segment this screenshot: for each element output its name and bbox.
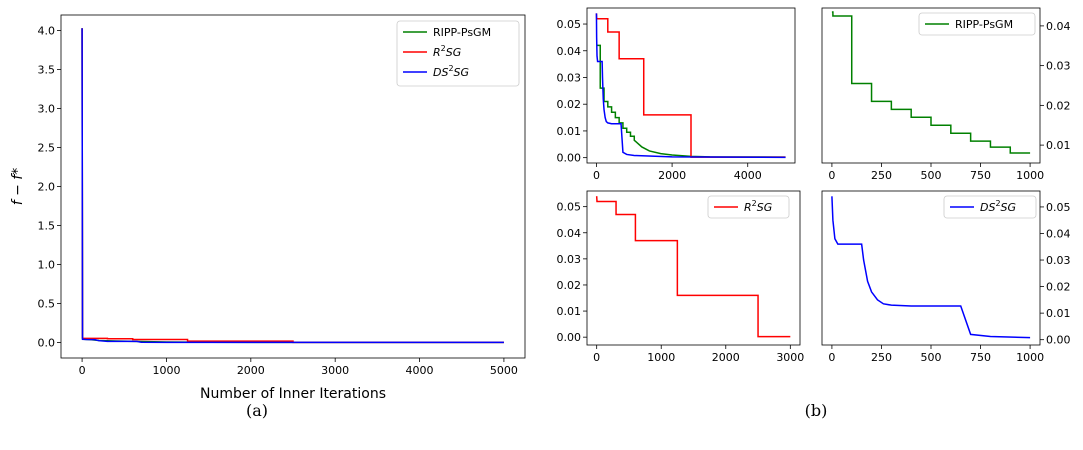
x-tick-label: 250 <box>871 169 892 182</box>
x-tick-label: 0 <box>79 364 86 377</box>
y-tick-label: 0.04 <box>1046 20 1071 33</box>
legend-label: DS2SG <box>980 199 1016 214</box>
x-tick-label: 0 <box>828 169 835 182</box>
y-tick-label: 0.03 <box>1046 60 1071 73</box>
x-tick-label: 1000 <box>1016 351 1044 364</box>
y-tick-label: 0.00 <box>1046 334 1071 347</box>
chart-b3: 0 1000 2000 3000 0.00 0.01 0.02 0.03 0.04 0.05 R2S… <box>557 190 804 364</box>
y-tick-label: 0.00 <box>557 152 582 165</box>
x-tick-label: 0 <box>593 351 600 364</box>
chart-a: 0 1000 2000 3000 4000 5000 0.0 0.5 1.0 1.5 2.0 2.5 3… <box>10 14 526 402</box>
legend: RIPP-PsGM R2SG DS2SG <box>396 20 520 87</box>
caption-b: (b) <box>805 401 828 420</box>
series-line <box>831 196 1031 339</box>
y-tick-label: 0.04 <box>557 227 582 240</box>
legend: R2SG <box>707 195 790 219</box>
x-tick-label: 5000 <box>490 364 518 377</box>
legend-box <box>396 20 520 87</box>
x-tick-label: 0 <box>593 169 600 182</box>
y-tick-label: 0.00 <box>557 331 582 344</box>
y-tick-label: 2.0 <box>38 181 56 194</box>
x-tick-label: 4000 <box>734 169 762 182</box>
axes-frame <box>586 190 801 346</box>
y-tick-label: 0.5 <box>38 297 56 310</box>
x-tick-label: 250 <box>871 351 892 364</box>
y-tick-label: 1.0 <box>38 258 56 271</box>
x-tick-label: 1000 <box>647 351 675 364</box>
series-line <box>595 13 786 159</box>
x-tick-label: 3000 <box>776 351 804 364</box>
y-tick-label: 0.03 <box>1046 254 1071 267</box>
y-tick-label: 2.5 <box>38 142 56 155</box>
series-line <box>81 28 504 344</box>
x-tick-label: 500 <box>921 169 942 182</box>
y-tick-label: 0.05 <box>557 18 582 31</box>
series-line <box>595 196 791 338</box>
legend-label: DS2SG <box>433 64 469 79</box>
legend: DS2SG <box>943 195 1037 219</box>
y-tick-label: 4.0 <box>38 25 56 38</box>
legend-label: R2SG <box>744 199 772 214</box>
y-tick-label: 0.03 <box>557 253 582 266</box>
y-tick-label: 0.01 <box>557 305 582 318</box>
y-tick-label: 0.02 <box>557 98 582 111</box>
legend-label: RIPP-PsGM <box>955 18 1013 31</box>
x-axis-label: Number of Inner Iterations <box>200 386 386 402</box>
legend-box <box>943 195 1037 219</box>
y-tick-label: 0.05 <box>1046 201 1071 214</box>
x-tick-label: 750 <box>970 351 991 364</box>
x-tick-label: 2000 <box>712 351 740 364</box>
x-tick-label: 750 <box>970 169 991 182</box>
y-tick-label: 0.02 <box>1046 99 1071 112</box>
x-tick-label: 2000 <box>658 169 686 182</box>
x-tick-label: 2000 <box>237 364 265 377</box>
y-tick-label: 0.02 <box>1046 281 1071 294</box>
series-line <box>831 11 1031 154</box>
y-tick-label: 0.04 <box>1046 227 1071 240</box>
series-line <box>595 13 786 158</box>
caption-a: (a) <box>246 401 268 420</box>
y-tick-label: 3.5 <box>38 64 56 77</box>
legend-label: RIPP-PsGM <box>433 26 491 39</box>
x-tick-label: 1000 <box>1016 169 1044 182</box>
series-line <box>596 44 786 158</box>
y-tick-label: 0.01 <box>1046 307 1071 320</box>
y-tick-label: 0.05 <box>557 201 582 214</box>
x-tick-label: 1000 <box>152 364 180 377</box>
x-tick-label: 4000 <box>406 364 434 377</box>
y-tick-label: 3.0 <box>38 103 56 116</box>
legend-label: R2SG <box>433 44 461 59</box>
y-tick-label: 0.04 <box>557 45 582 58</box>
y-tick-label: 0.01 <box>557 125 582 138</box>
y-tick-label: 1.5 <box>38 219 56 232</box>
chart-b1: 0 2000 4000 0.00 0.01 0.02 0.03 0.04 0.05 <box>557 7 796 182</box>
x-tick-label: 0 <box>828 351 835 364</box>
y-tick-label: 0.01 <box>1046 139 1071 152</box>
x-tick-label: 3000 <box>321 364 349 377</box>
y-tick-label: 0.03 <box>557 71 582 84</box>
legend-box <box>918 12 1036 36</box>
y-tick-label: 0.02 <box>557 279 582 292</box>
x-tick-label: 500 <box>921 351 942 364</box>
y-tick-label: 0.0 <box>38 336 56 349</box>
legend: RIPP-PsGM <box>918 12 1036 36</box>
legend-box <box>707 195 790 219</box>
axes-frame <box>586 7 796 164</box>
y-axis-label: f − f* <box>10 168 26 206</box>
chart-b2: 0 250 500 750 1000 0.01 0.02 0.03 0.04 RIPP-PsGM <box>821 7 1071 182</box>
